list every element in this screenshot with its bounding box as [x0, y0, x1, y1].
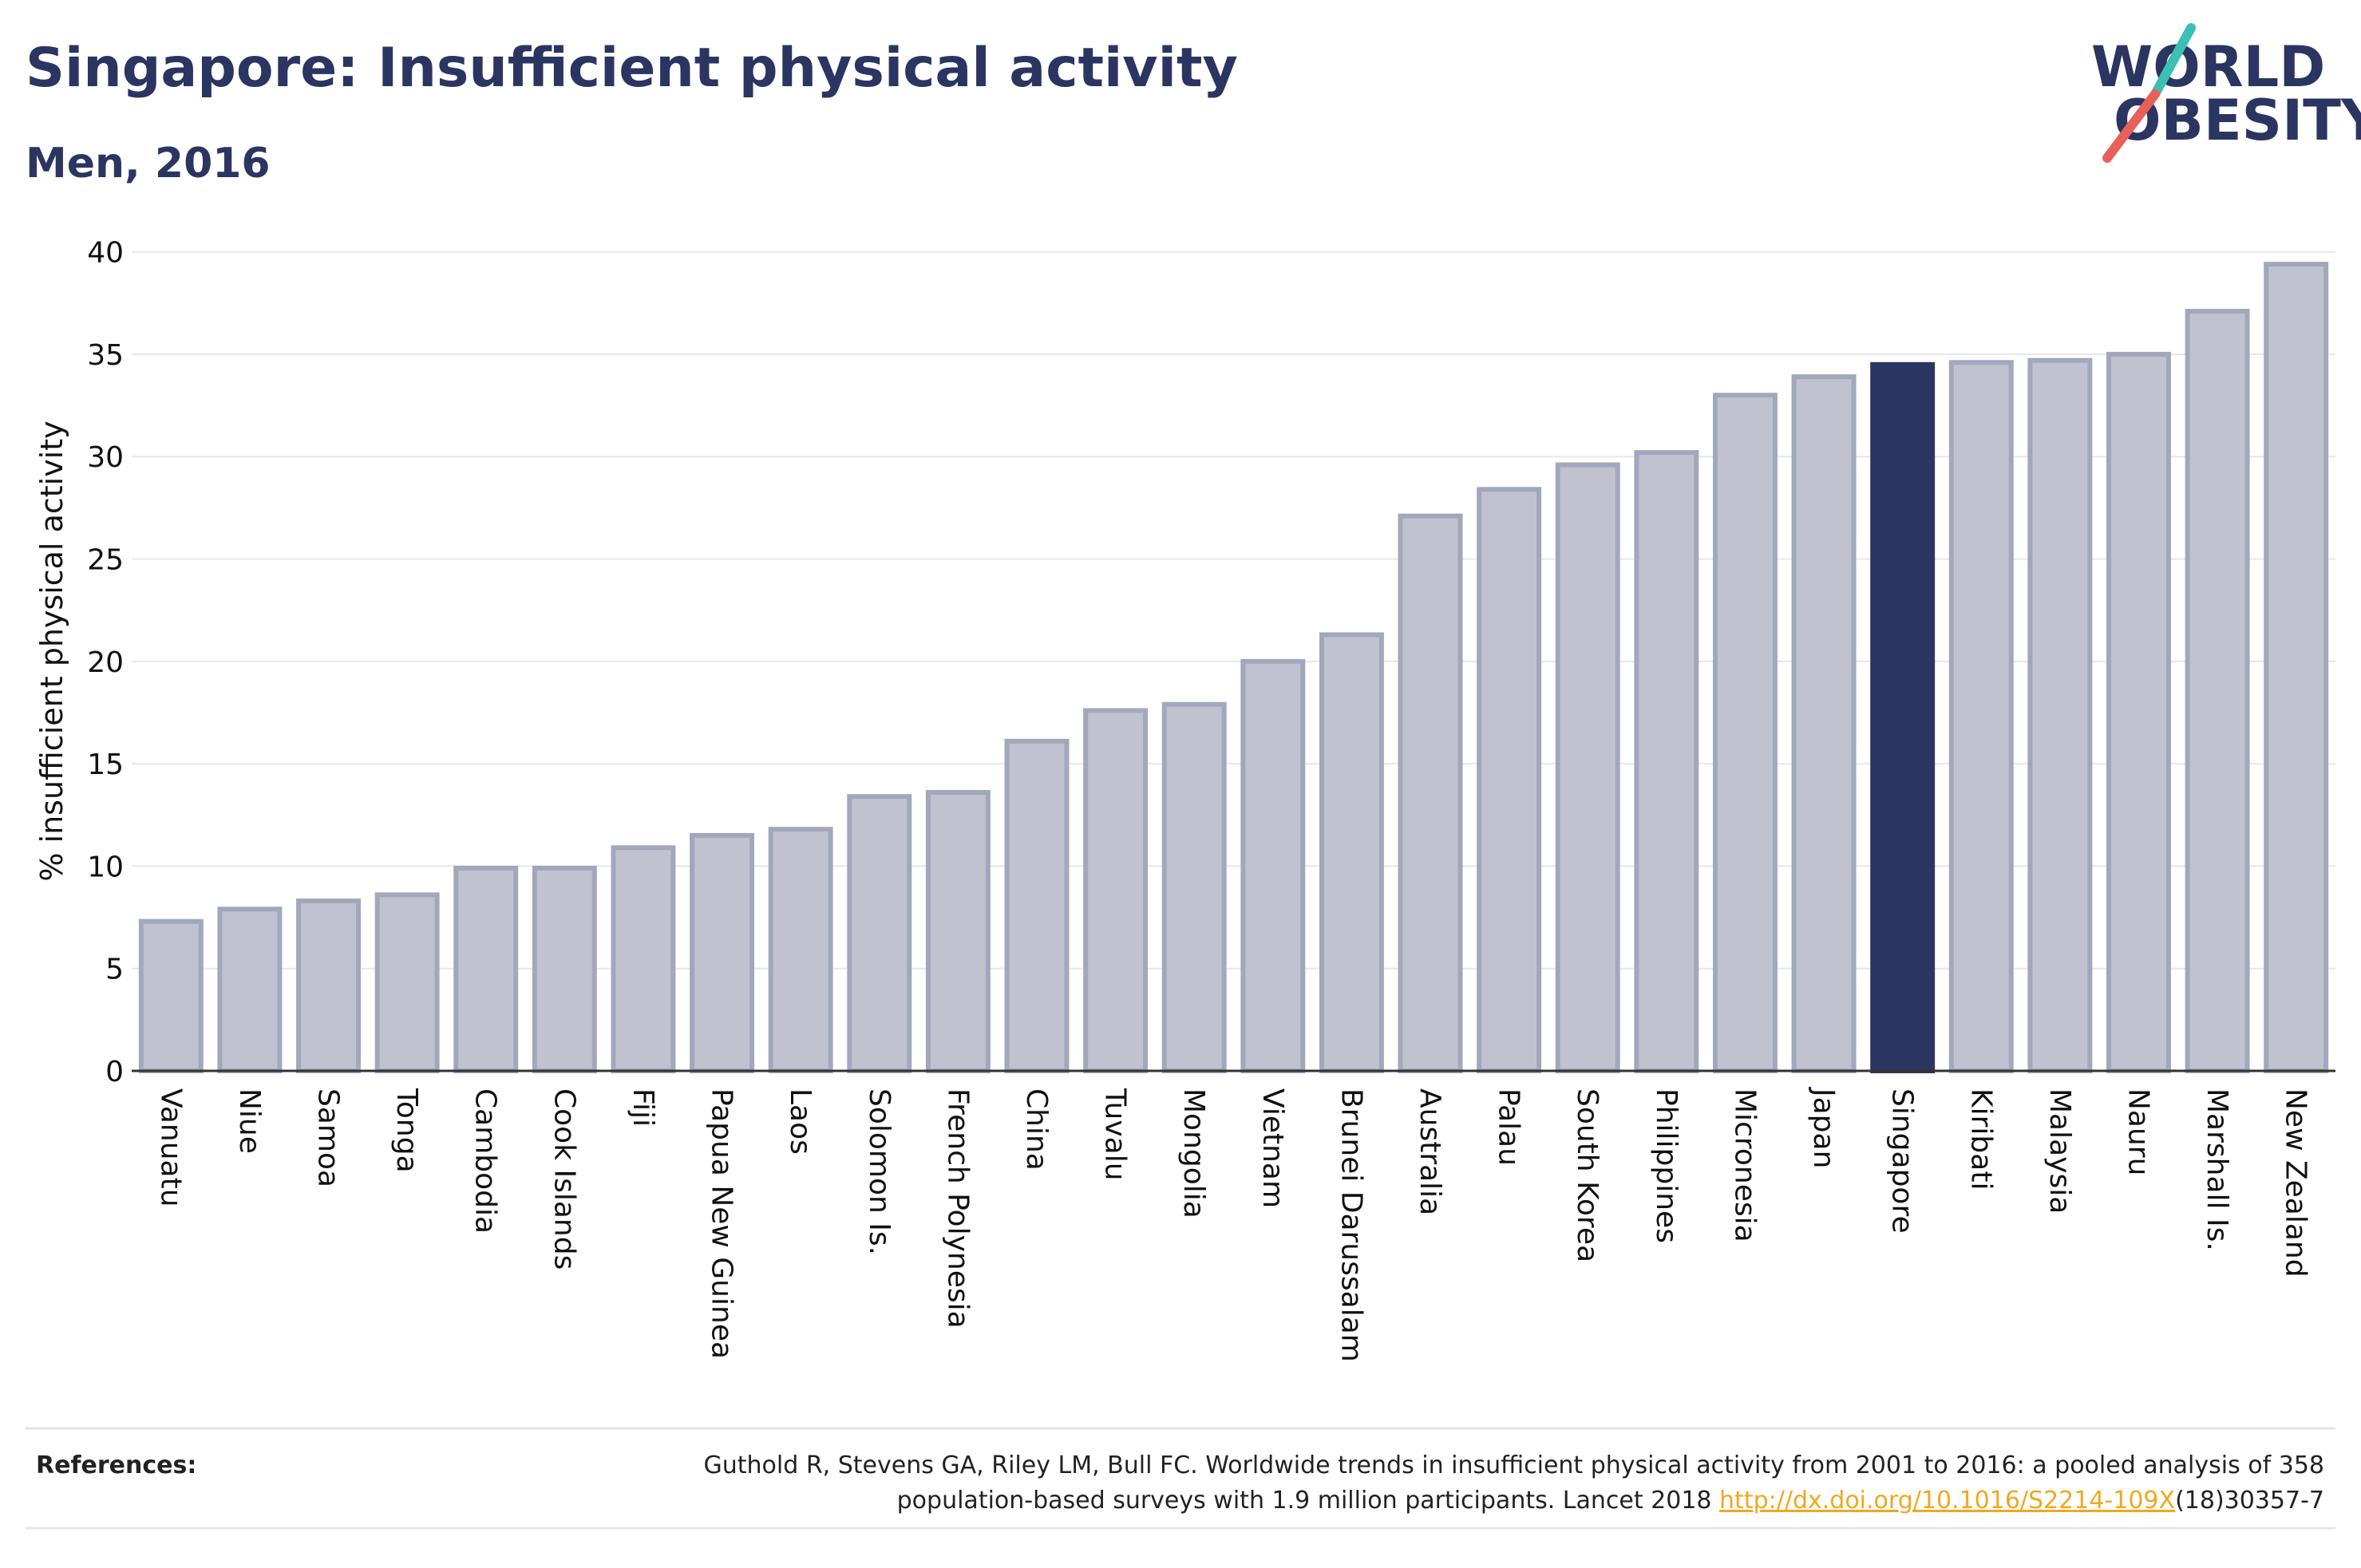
x-tick-label: Marshall Is.	[2201, 1088, 2233, 1251]
bar-vietnam	[1240, 658, 1306, 1073]
bar-nauru	[2106, 351, 2171, 1073]
x-tick-label: Vanuatu	[154, 1088, 187, 1207]
y-tick-label: 0	[105, 1056, 124, 1088]
bar-cook-islands	[532, 865, 597, 1073]
y-axis-ticks: 0 5 10 15 20 25 30 35 40	[87, 237, 124, 1088]
bar-french-polynesia	[925, 790, 991, 1073]
x-tick-label: Samoa	[312, 1088, 345, 1187]
x-tick-label: Papua New Guinea	[706, 1088, 738, 1359]
x-tick-label: Tonga	[390, 1088, 423, 1173]
reference-doi-link[interactable]: http://dx.doi.org/10.1016/S2214-109X	[1719, 1487, 2175, 1515]
y-tick-label: 10	[87, 851, 124, 883]
bar-new-zealand	[2264, 262, 2329, 1073]
x-tick-label: Micronesia	[1728, 1088, 1761, 1242]
bar-fiji	[611, 845, 676, 1073]
reference-line-2: population-based surveys with 1.9 millio…	[897, 1487, 2324, 1515]
x-tick-label: Solomon Is.	[863, 1088, 896, 1255]
bar-singapore	[1870, 361, 1936, 1073]
x-tick-label: New Zealand	[2280, 1088, 2312, 1278]
bar-brunei-darussalam	[1319, 632, 1384, 1073]
y-tick-label: 20	[87, 646, 124, 679]
chart-title: Singapore: Insufficient physical activit…	[26, 37, 1238, 100]
bar-papua-new-guinea	[690, 832, 755, 1074]
bars	[138, 262, 2329, 1074]
bar-marshall-is	[2185, 309, 2250, 1073]
references-label: References:	[36, 1451, 196, 1479]
y-tick-label: 5	[105, 954, 124, 986]
bar-mongolia	[1161, 701, 1227, 1074]
x-tick-label: French Polynesia	[941, 1088, 974, 1329]
bar-niue	[217, 906, 283, 1074]
y-tick-label: 35	[87, 339, 124, 372]
x-tick-label: Brunei Darussalam	[1335, 1088, 1367, 1362]
x-tick-label: Niue	[233, 1088, 266, 1154]
x-tick-label: Philippines	[1650, 1088, 1683, 1243]
bar-philippines	[1634, 450, 1699, 1073]
x-tick-label: Tuvalu	[1099, 1088, 1132, 1181]
x-tick-label: Japan	[1807, 1087, 1840, 1168]
x-tick-label: Nauru	[2122, 1088, 2154, 1175]
bar-laos	[768, 827, 833, 1073]
x-tick-label: Cook Islands	[548, 1088, 580, 1270]
bar-tuvalu	[1083, 708, 1149, 1073]
logo-line1: WORLD	[2091, 34, 2325, 100]
x-tick-label: Vietnam	[1256, 1088, 1289, 1208]
bar-vanuatu	[138, 918, 204, 1073]
x-tick-label: Laos	[784, 1088, 817, 1155]
bar-japan	[1791, 374, 1857, 1073]
x-tick-label: Singapore	[1886, 1088, 1919, 1234]
y-tick-label: 40	[87, 237, 124, 270]
x-tick-label: Palau	[1493, 1088, 1525, 1166]
bar-tonga	[374, 892, 440, 1073]
x-tick-label: Cambodia	[469, 1088, 502, 1234]
x-axis-ticks: Vanuatu Niue Samoa Tonga Cambodia Cook Island…	[154, 1087, 2312, 1362]
bar-samoa	[296, 899, 361, 1074]
y-axis-label: % insufficient physical activity	[34, 421, 69, 881]
x-tick-label: Mongolia	[1177, 1088, 1210, 1218]
bar-kiribati	[1948, 360, 2014, 1073]
x-tick-label: China	[1020, 1088, 1053, 1171]
x-tick-label: Kiribati	[1964, 1088, 1997, 1190]
reference-line-2-prefix: population-based surveys with 1.9 millio…	[897, 1487, 1719, 1515]
bar-south-korea	[1555, 462, 1620, 1073]
bar-micronesia	[1712, 393, 1778, 1073]
y-tick-label: 25	[87, 544, 124, 577]
reference-line-2-suffix: (18)30357-7	[2175, 1487, 2324, 1515]
x-tick-label: Australia	[1414, 1088, 1446, 1215]
logo-slash-teal	[2150, 23, 2196, 99]
bar-malaysia	[2027, 357, 2093, 1073]
bar-cambodia	[453, 865, 519, 1073]
bar-palau	[1477, 487, 1542, 1073]
y-tick-label: 30	[87, 441, 124, 474]
reference-line-1: Guthold R, Stevens GA, Riley LM, Bull FC…	[704, 1451, 2324, 1479]
x-tick-label: South Korea	[1571, 1088, 1604, 1262]
y-tick-label: 15	[87, 748, 124, 781]
logo-slash-red	[2102, 89, 2160, 163]
bar-solomon-is	[847, 794, 912, 1073]
bar-australia	[1398, 513, 1463, 1073]
world-obesity-logo: WORLD OBESITY	[2091, 23, 2361, 163]
bar-china	[1004, 738, 1070, 1074]
x-tick-label: Fiji	[627, 1088, 659, 1127]
chart-subtitle: Men, 2016	[26, 140, 271, 188]
x-tick-label: Malaysia	[2043, 1088, 2076, 1214]
